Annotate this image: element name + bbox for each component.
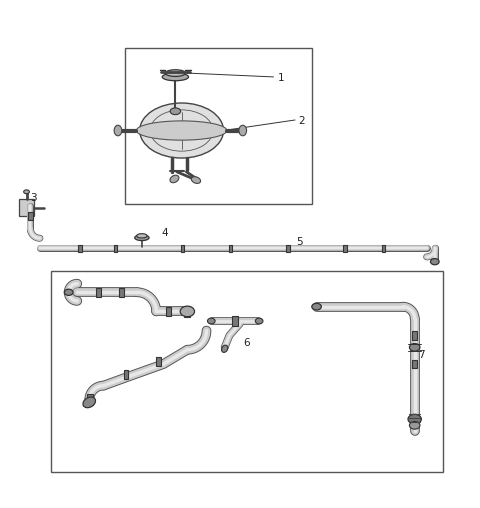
Ellipse shape [170, 108, 180, 115]
Bar [343, 245, 347, 251]
Ellipse shape [207, 318, 215, 324]
Text: 4: 4 [161, 229, 168, 238]
Ellipse shape [137, 234, 147, 238]
Text: 5: 5 [297, 237, 303, 247]
Text: 1: 1 [277, 73, 284, 83]
Ellipse shape [222, 345, 228, 353]
Bar [96, 288, 101, 297]
Bar [78, 245, 82, 251]
Bar [228, 245, 232, 251]
Ellipse shape [136, 121, 227, 140]
Ellipse shape [408, 415, 421, 424]
Bar [28, 212, 33, 219]
Ellipse shape [409, 343, 420, 351]
Bar [114, 245, 118, 251]
Bar [232, 316, 238, 326]
Bar [51, 271, 444, 472]
Bar [87, 394, 93, 405]
Bar [412, 360, 417, 368]
Ellipse shape [312, 303, 322, 310]
Ellipse shape [165, 70, 185, 76]
Ellipse shape [64, 289, 73, 295]
Ellipse shape [24, 190, 29, 194]
Ellipse shape [114, 125, 122, 136]
Ellipse shape [135, 235, 149, 241]
Text: 3: 3 [30, 193, 37, 203]
Ellipse shape [170, 175, 179, 183]
Ellipse shape [255, 318, 263, 324]
Ellipse shape [192, 177, 201, 183]
Bar [412, 331, 417, 340]
Ellipse shape [409, 422, 420, 429]
Ellipse shape [162, 73, 189, 81]
Bar [19, 200, 34, 216]
Ellipse shape [180, 306, 194, 316]
Bar [125, 48, 312, 204]
Bar [286, 245, 290, 251]
Ellipse shape [140, 103, 224, 158]
Bar [180, 245, 184, 251]
Ellipse shape [431, 259, 439, 265]
Text: 7: 7 [418, 350, 425, 360]
Ellipse shape [239, 125, 247, 136]
Bar [184, 306, 191, 317]
Text: 6: 6 [243, 337, 250, 347]
Bar [124, 370, 129, 379]
Text: 2: 2 [299, 116, 305, 126]
Bar [119, 288, 124, 297]
Bar [156, 358, 161, 366]
Bar [166, 307, 170, 316]
Ellipse shape [83, 397, 96, 408]
Bar [382, 245, 385, 251]
